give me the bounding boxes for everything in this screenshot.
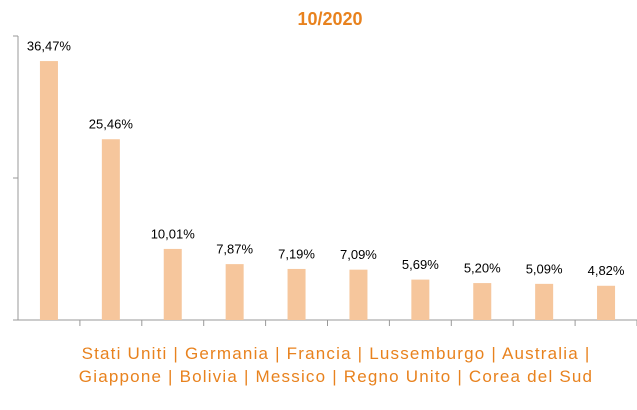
x-axis-label: Stati Uniti | Germania | Francia | Lusse…	[78, 344, 594, 386]
bar	[535, 283, 554, 320]
value-label: 5,09%	[526, 261, 563, 276]
value-label: 10,01%	[151, 226, 196, 241]
value-label: 7,09%	[340, 247, 377, 262]
value-label: 4,82%	[588, 263, 625, 278]
bar	[349, 269, 368, 320]
value-label: 5,20%	[464, 261, 501, 276]
bar	[597, 285, 616, 320]
bar	[225, 264, 244, 320]
value-label: 7,87%	[216, 242, 253, 257]
bar	[39, 61, 58, 321]
value-label: 25,46%	[89, 117, 134, 132]
bar	[287, 268, 306, 320]
value-label: 36,47%	[27, 39, 72, 54]
bar	[411, 279, 430, 320]
bar	[163, 248, 182, 320]
bar	[473, 283, 492, 320]
bar	[101, 139, 120, 320]
chart-title: 10/2020	[297, 9, 362, 29]
value-label: 7,19%	[278, 246, 315, 261]
value-label: 5,69%	[402, 257, 439, 272]
